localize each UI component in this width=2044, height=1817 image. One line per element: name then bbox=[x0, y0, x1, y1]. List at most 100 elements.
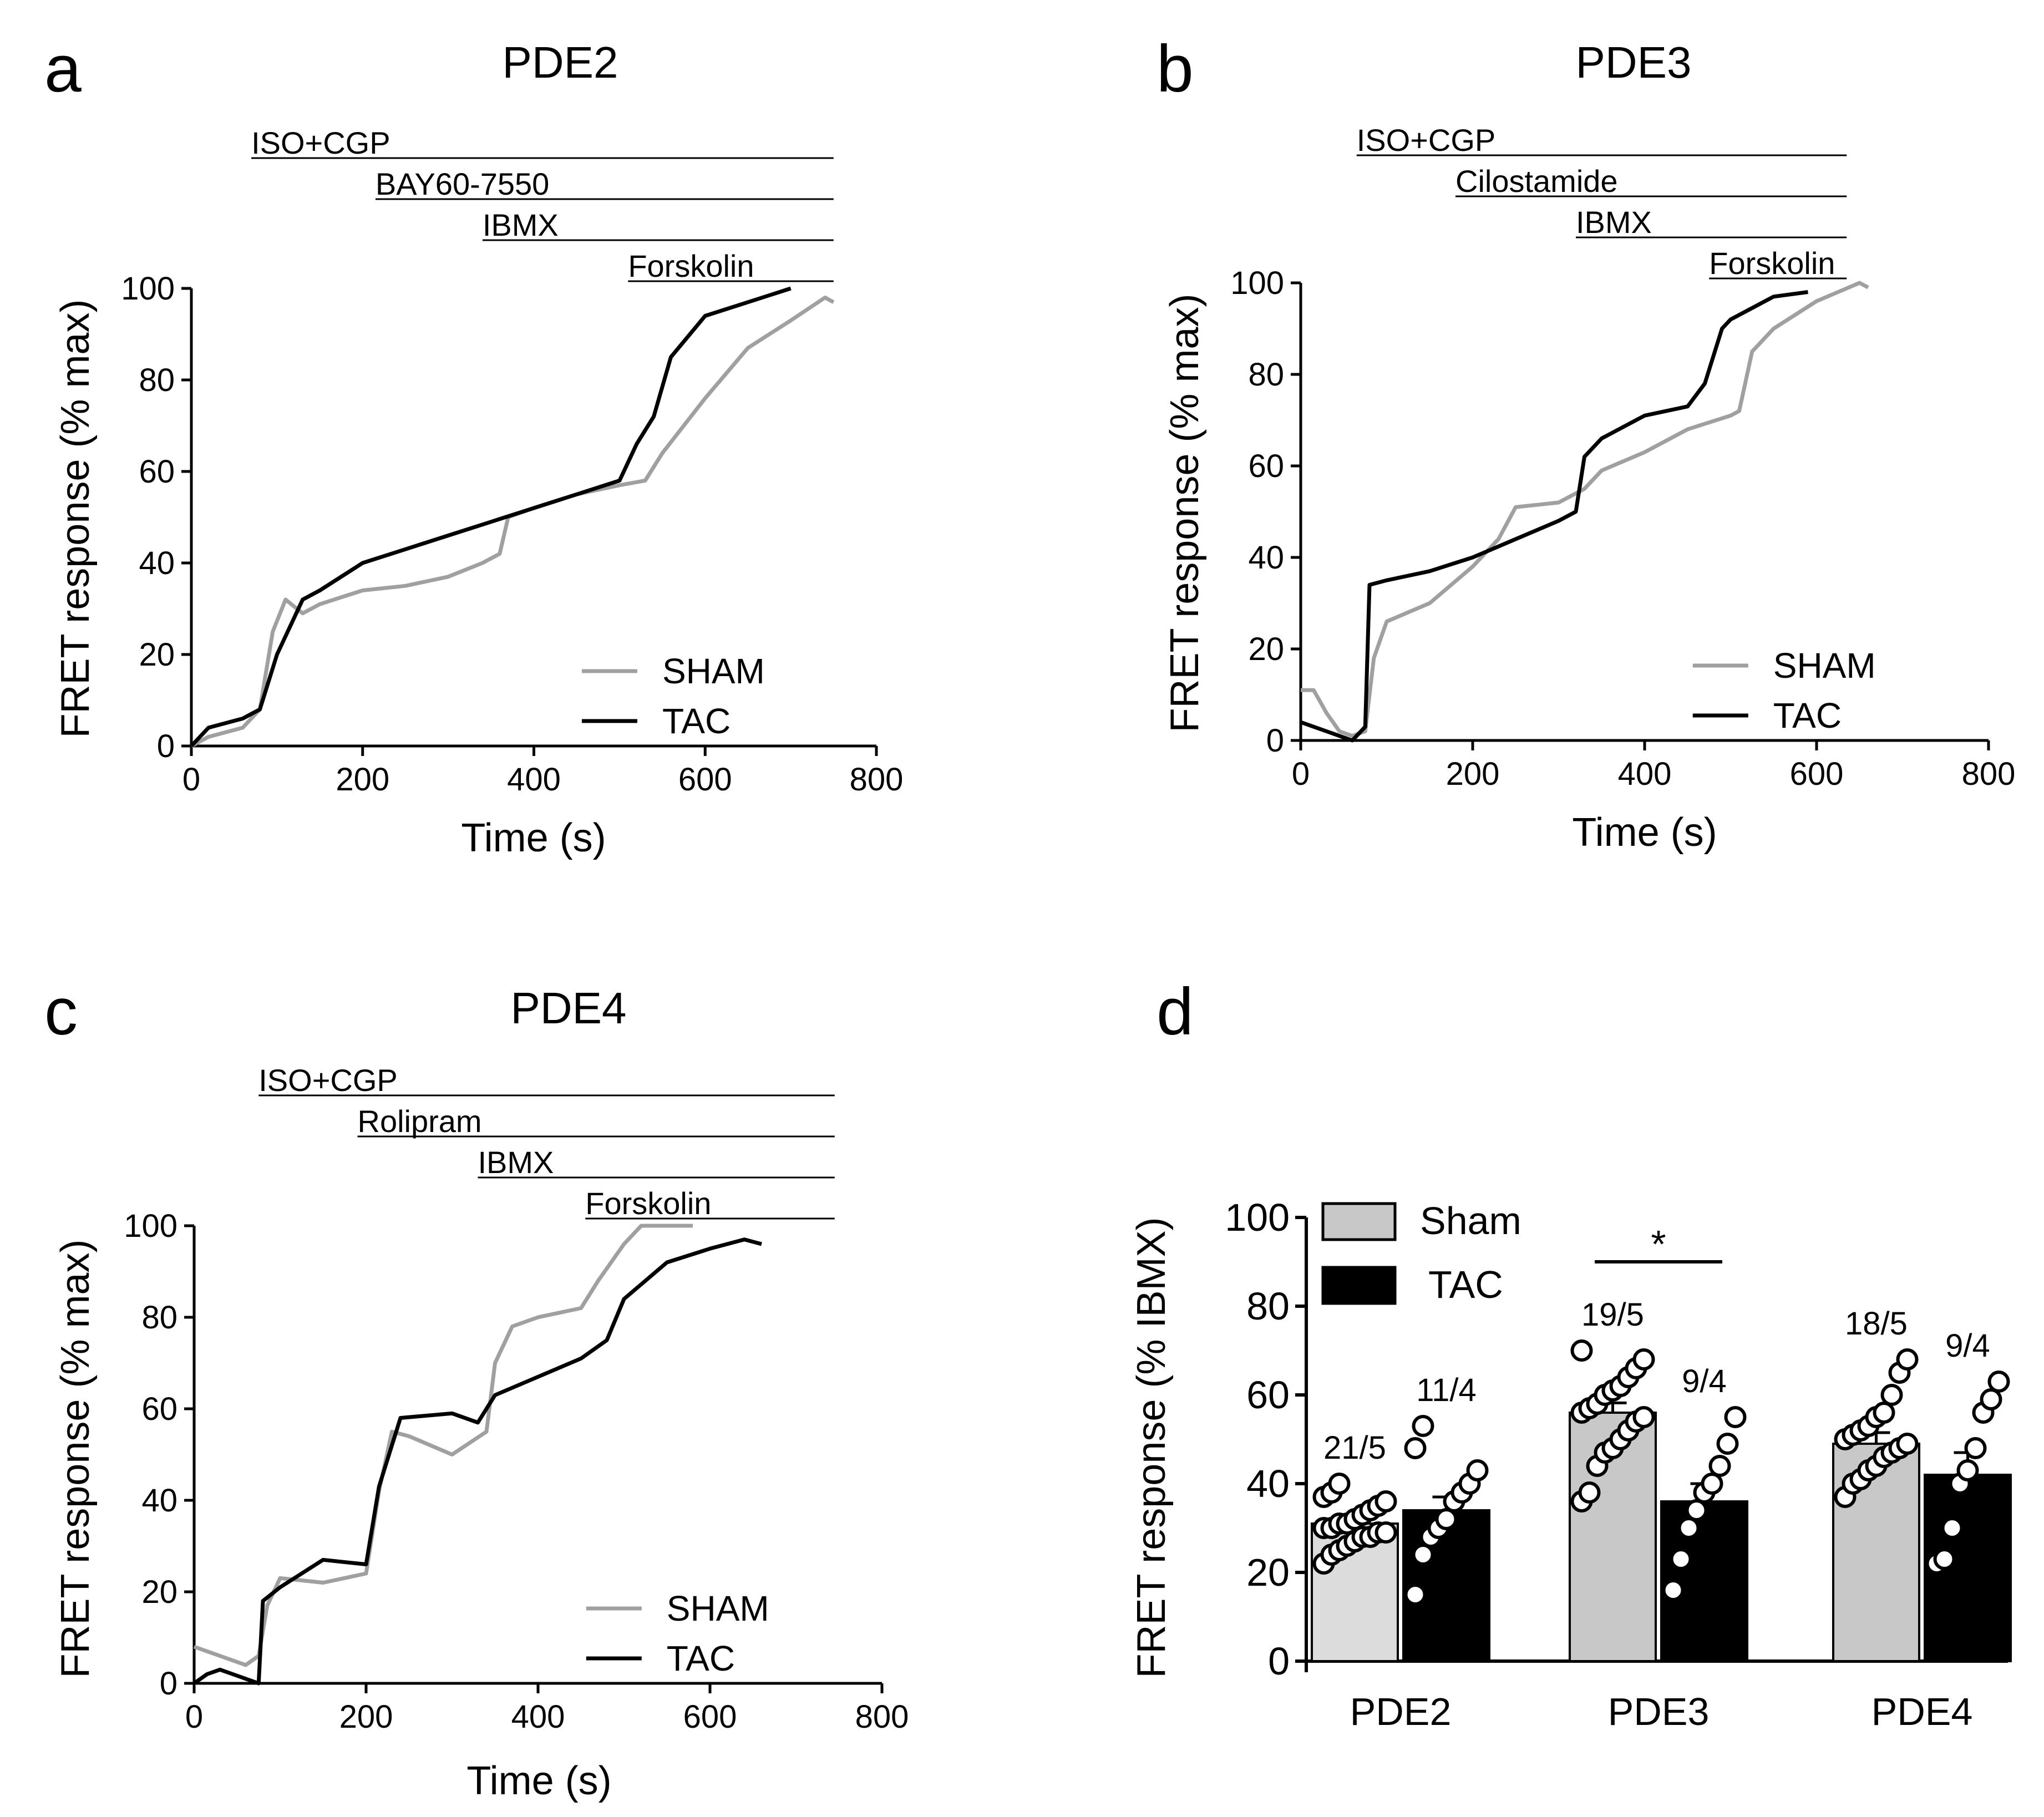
y-tick-label: 100 bbox=[124, 1208, 177, 1244]
treatment-bars-b: ISO+CGP Cilostamide IBMX Forskolin bbox=[1356, 123, 1847, 281]
treatment-label: IBMX bbox=[1576, 205, 1652, 240]
treatment-bars-c: ISO+CGP Rolipram IBMX Forskolin bbox=[258, 1063, 835, 1221]
series-line-sham bbox=[193, 1224, 693, 1667]
treatment-label: IBMX bbox=[478, 1145, 554, 1180]
y-tick-label: 0 bbox=[1266, 723, 1284, 759]
legend-label-tac: TAC bbox=[662, 701, 731, 741]
category-label: PDE2 bbox=[1350, 1690, 1452, 1733]
plot-area-b: 0 200 400 600 800 0 20 40 60 80 100 SHAM TAC bbox=[1230, 265, 2015, 792]
legend-label-sham: SHAM bbox=[667, 1588, 769, 1628]
data-point bbox=[1933, 1548, 1956, 1570]
y-tick-label: 40 bbox=[139, 545, 175, 581]
data-point bbox=[1404, 1583, 1427, 1606]
legend-label-tac: TAC bbox=[1773, 696, 1842, 735]
plot-area-a: 0 200 400 600 800 0 20 40 60 80 100 SHAM TAC bbox=[121, 271, 903, 798]
data-point bbox=[1716, 1433, 1739, 1455]
data-point bbox=[1701, 1473, 1723, 1495]
y-tick-label: 60 bbox=[1246, 1373, 1290, 1417]
treatment-label: ISO+CGP bbox=[1357, 123, 1496, 158]
y-tick-label: 20 bbox=[1246, 1551, 1290, 1594]
bar-sham bbox=[1832, 1443, 1920, 1662]
legend-label-tac: TAC bbox=[667, 1638, 735, 1678]
panel-letter-d: d bbox=[1157, 975, 1194, 1049]
plot-area-d: 0 20 40 60 80 100 PDE2 21/5 11/4 PDE3 19/5 9/4 PDE4 1… bbox=[1225, 1196, 2012, 1733]
panel-title-a: PDE2 bbox=[503, 38, 618, 87]
treatment-label: Rolipram bbox=[358, 1104, 482, 1139]
data-point bbox=[1374, 1521, 1397, 1544]
legend-label-tac: TAC bbox=[1428, 1263, 1503, 1306]
y-tick-label: 80 bbox=[139, 362, 175, 398]
x-tick-label: 200 bbox=[336, 762, 389, 798]
x-axis-label-c: Time (s) bbox=[466, 1759, 611, 1803]
x-axis-label-b: Time (s) bbox=[1572, 810, 1717, 855]
y-tick-label: 20 bbox=[141, 1574, 177, 1610]
plot-area-c: 0 200 400 600 800 0 20 40 60 80 100 SHAM TAC bbox=[124, 1208, 909, 1735]
data-point bbox=[1466, 1459, 1489, 1481]
x-tick-label: 600 bbox=[678, 762, 732, 798]
data-point bbox=[1980, 1388, 2002, 1410]
y-tick-label: 60 bbox=[1248, 448, 1284, 484]
treatment-bars-a: ISO+CGP BAY60-7550 IBMX Forskolin bbox=[251, 125, 834, 283]
treatment-label: Cilostamide bbox=[1455, 164, 1618, 199]
data-point bbox=[1328, 1473, 1351, 1495]
significance-label: * bbox=[1651, 1222, 1666, 1266]
data-point bbox=[1708, 1455, 1731, 1477]
y-tick-label: 100 bbox=[121, 271, 175, 307]
panel-title-c: PDE4 bbox=[511, 983, 627, 1033]
panel-letter-c: c bbox=[44, 975, 78, 1049]
legend-label-sham: SHAM bbox=[662, 651, 765, 691]
treatment-label: Forskolin bbox=[628, 248, 754, 283]
y-axis-label-b: FRET response (% max) bbox=[1163, 294, 1207, 733]
n-label: 18/5 bbox=[1845, 1306, 1908, 1342]
data-point bbox=[1632, 1406, 1655, 1428]
y-axis-label-c: FRET response (% max) bbox=[53, 1240, 98, 1678]
data-point bbox=[1956, 1459, 1979, 1481]
y-tick-label: 80 bbox=[1246, 1285, 1290, 1328]
y-tick-label: 0 bbox=[160, 1666, 177, 1702]
treatment-label: ISO+CGP bbox=[251, 125, 390, 160]
y-tick-label: 80 bbox=[1248, 357, 1284, 393]
x-tick-label: 800 bbox=[1962, 756, 2016, 792]
x-tick-label: 800 bbox=[855, 1699, 909, 1735]
y-tick-label: 80 bbox=[141, 1300, 177, 1336]
y-tick-label: 0 bbox=[157, 728, 175, 764]
y-tick-label: 40 bbox=[141, 1483, 177, 1519]
y-tick-label: 60 bbox=[141, 1391, 177, 1427]
y-tick-label: 40 bbox=[1248, 540, 1284, 576]
x-axis-label-a: Time (s) bbox=[461, 816, 606, 860]
n-label: 19/5 bbox=[1581, 1297, 1644, 1333]
n-label: 9/4 bbox=[1945, 1328, 1990, 1364]
data-point bbox=[1412, 1544, 1434, 1566]
y-tick-label: 40 bbox=[1246, 1462, 1290, 1505]
series-line-tac bbox=[1300, 290, 1808, 743]
series-line-tac bbox=[190, 286, 792, 748]
x-tick-label: 0 bbox=[1292, 756, 1310, 792]
data-point bbox=[1570, 1339, 1593, 1362]
panel-b: b PDE3 ISO+CGP Cilostamide IBMX Forskolin 0… bbox=[1157, 32, 2015, 855]
y-tick-label: 20 bbox=[139, 637, 175, 673]
y-tick-label: 100 bbox=[1225, 1196, 1290, 1239]
data-point bbox=[1896, 1433, 1919, 1455]
data-point bbox=[1896, 1348, 1919, 1371]
x-tick-label: 400 bbox=[511, 1699, 565, 1735]
data-point bbox=[1374, 1490, 1397, 1513]
n-label: 21/5 bbox=[1323, 1430, 1386, 1466]
panel-letter-a: a bbox=[44, 32, 82, 106]
x-tick-label: 600 bbox=[683, 1699, 737, 1735]
data-point bbox=[1880, 1384, 1903, 1406]
x-tick-label: 0 bbox=[182, 762, 200, 798]
n-label: 9/4 bbox=[1682, 1363, 1727, 1399]
treatment-label: Forskolin bbox=[585, 1186, 711, 1221]
x-tick-label: 0 bbox=[185, 1699, 203, 1735]
y-tick-label: 60 bbox=[139, 454, 175, 490]
category-label: PDE3 bbox=[1608, 1690, 1710, 1733]
category-label: PDE4 bbox=[1871, 1690, 1973, 1733]
data-point bbox=[1724, 1406, 1747, 1428]
y-tick-label: 0 bbox=[1268, 1640, 1290, 1683]
data-point bbox=[1632, 1348, 1655, 1371]
y-axis-label-d: FRET response (% IBMX) bbox=[1129, 1217, 1174, 1678]
y-tick-label: 100 bbox=[1230, 265, 1284, 301]
panel-title-b: PDE3 bbox=[1576, 38, 1692, 87]
